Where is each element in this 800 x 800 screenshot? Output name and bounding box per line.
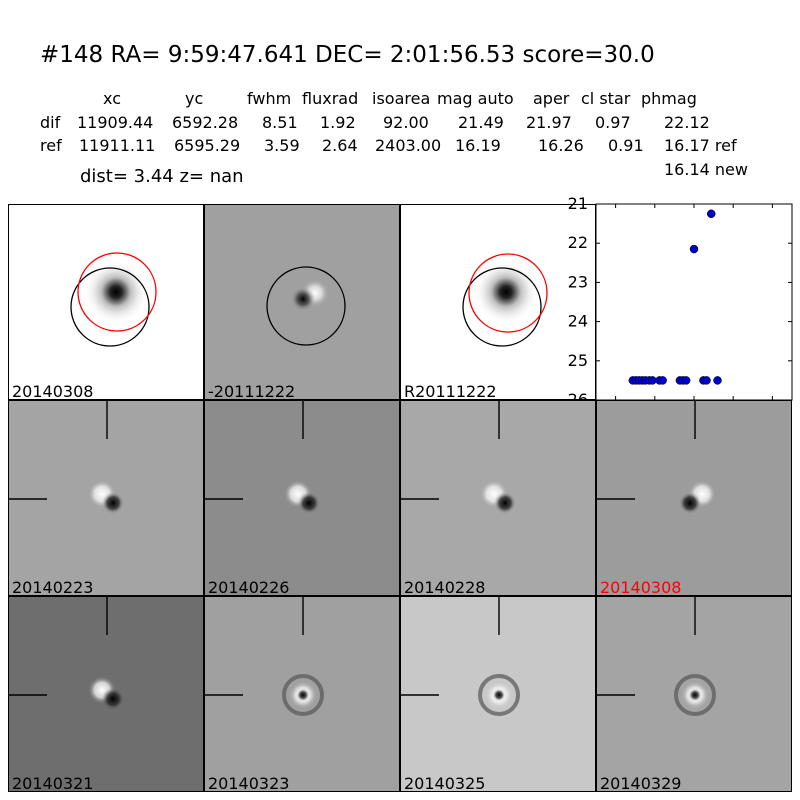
row-label-ref: ref (40, 136, 62, 155)
cutout-difference: -20111222 (204, 204, 400, 400)
panel-label: 20140226 (208, 578, 290, 596)
dif-phmag: 22.12 (664, 113, 710, 132)
ref-isoarea: 2403.00 (375, 136, 442, 155)
col-header-fwhm: fwhm (247, 89, 292, 108)
data-point (713, 376, 722, 385)
dif-isoarea: 92.00 (383, 113, 429, 132)
dist-z-line: dist= 3.44 z= nan (80, 166, 244, 187)
cutout-image (597, 401, 716, 514)
black-aperture-circle (70, 267, 150, 347)
y-tick-label: 22 (568, 233, 588, 252)
data-point (658, 376, 667, 385)
data-point (706, 209, 716, 219)
red-aperture-circle (468, 253, 548, 333)
col-header-phmag: phmag (641, 89, 697, 108)
cutout-panel: 20140325 (400, 596, 596, 792)
col-header-isoarea: isoarea (372, 89, 431, 108)
y-tick-label: 23 (568, 272, 588, 291)
cutout-image (205, 597, 324, 716)
ref-fluxrad: 2.64 (322, 136, 358, 155)
panel-label: 20140308 (12, 382, 94, 400)
panel-label: R20111222 (404, 382, 497, 400)
plot-frame (595, 203, 793, 401)
cutout-image (597, 597, 716, 716)
data-point (648, 376, 657, 385)
panel-label: 20140323 (208, 774, 290, 792)
dif-aper: 21.97 (526, 113, 572, 132)
new-phmag: 16.14 new (664, 160, 748, 179)
col-header-mag-auto: mag auto (437, 89, 514, 108)
cutout-panel: 20140223 (8, 400, 204, 596)
cutout-science-image (70, 252, 157, 347)
panel-label: -20111222 (208, 382, 296, 400)
cutout-panel: 20140228 (400, 400, 596, 596)
dif-fluxrad: 1.92 (320, 113, 356, 132)
cutout-panel: 20140308 (596, 400, 792, 596)
data-point (689, 244, 699, 254)
data-point (702, 376, 711, 385)
cutout-reference-image (462, 253, 548, 347)
data-point (681, 376, 691, 385)
cutout-image (401, 401, 516, 514)
light-curve-chart: 212223242526−100−50050100 (568, 194, 793, 424)
black-aperture-circle (462, 267, 542, 347)
col-header-fluxrad: fluxrad (302, 89, 359, 108)
col-header-yc: yc (185, 89, 204, 108)
dif-mag-auto: 21.49 (458, 113, 504, 132)
panel-label: 20140308 (600, 578, 682, 596)
col-header-aper: aper (533, 89, 570, 108)
ref-yc: 6595.29 (174, 136, 241, 155)
cutout-image (205, 401, 320, 514)
ref-phmag: 16.17 ref (664, 136, 737, 155)
dif-fwhm: 8.51 (262, 113, 298, 132)
black-aperture-circle (266, 266, 346, 346)
cutout-image (9, 401, 124, 514)
dif-cl-star: 0.97 (595, 113, 631, 132)
y-tick-label: 24 (568, 312, 588, 331)
col-header-xc: xc (103, 89, 121, 108)
row-label-dif: dif (40, 113, 61, 132)
cutout-panel: 20140321 (8, 596, 204, 792)
page-title: #148 RA= 9:59:47.641 DEC= 2:01:56.53 sco… (40, 42, 655, 68)
cutout-image (9, 597, 124, 710)
cutout-reference: R20111222 (400, 204, 596, 400)
panel-label: 20140321 (12, 774, 94, 792)
dif-xc: 11909.44 (77, 113, 154, 132)
cutout-science: 20140308 (8, 204, 204, 400)
y-tick-label: 25 (568, 351, 588, 370)
panel-label: 20140329 (600, 774, 682, 792)
cutout-image (401, 597, 520, 716)
ref-xc: 11911.11 (79, 136, 156, 155)
ref-fwhm: 3.59 (264, 136, 300, 155)
cutout-panel: 20140226 (204, 400, 400, 596)
panel-label: 20140325 (404, 774, 486, 792)
panel-label: 20140223 (12, 578, 94, 596)
cutout-panel: 20140329 (596, 596, 792, 792)
ref-mag-auto: 16.19 (455, 136, 501, 155)
panel-label: 20140228 (404, 578, 486, 596)
red-aperture-circle (77, 252, 157, 332)
y-tick-label: 21 (568, 194, 588, 213)
cutout-difference-image (266, 266, 346, 346)
light-curve-svg: 212223242526−100−50050100 (568, 194, 793, 424)
col-header-cl-star: cl star (581, 89, 631, 108)
ref-aper: 16.26 (538, 136, 584, 155)
cutout-panel: 20140323 (204, 596, 400, 792)
dif-yc: 6592.28 (172, 113, 239, 132)
ref-cl-star: 0.91 (608, 136, 644, 155)
